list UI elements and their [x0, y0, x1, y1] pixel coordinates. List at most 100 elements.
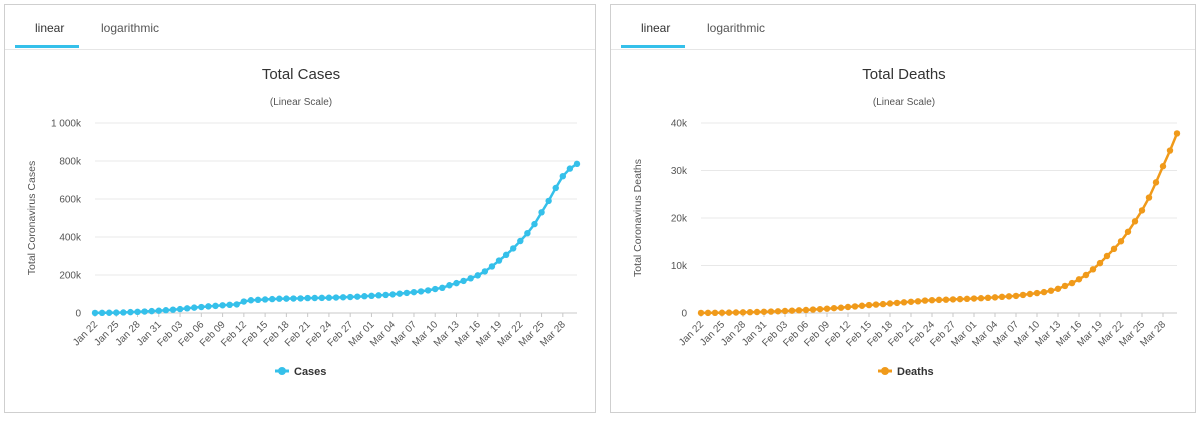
y-tick-label: 30k [671, 166, 688, 177]
legend-marker [278, 367, 286, 375]
data-point [247, 297, 255, 304]
data-point [1145, 194, 1153, 201]
data-point [1173, 130, 1181, 137]
data-point [254, 296, 262, 304]
data-point [481, 268, 489, 275]
data-point [346, 293, 354, 301]
data-point [311, 294, 318, 302]
data-point [261, 296, 269, 303]
data-point [1033, 289, 1041, 297]
data-point [538, 209, 545, 216]
data-point [956, 295, 964, 303]
data-point [1026, 290, 1034, 298]
data-point [851, 303, 859, 310]
data-point [510, 245, 517, 252]
total-deaths-chart: Total Deaths (Linear Scale) 0 10k 20k 30k 40k T… [632, 66, 1181, 378]
tab-linear[interactable]: linear [35, 21, 65, 35]
data-point [1138, 207, 1146, 214]
data-point [531, 220, 538, 228]
legend[interactable]: Cases [275, 366, 326, 378]
data-point [774, 308, 782, 315]
scale-tabs: linear logarithmic [5, 5, 595, 50]
data-point [354, 293, 361, 300]
data-point [545, 197, 552, 205]
scale-tabs: linear logarithmic [611, 5, 1195, 50]
data-point [914, 298, 922, 305]
data-point [1012, 292, 1020, 300]
data-point [162, 307, 170, 314]
y-axis-label: Total Coronavirus Cases [26, 161, 38, 275]
data-point [865, 301, 873, 309]
data-point [1005, 293, 1013, 300]
data-point [283, 295, 290, 302]
data-point [823, 305, 831, 312]
data-point [396, 290, 403, 297]
data-point [141, 308, 148, 315]
data-point [1166, 147, 1174, 154]
data-point [502, 251, 510, 259]
data-point [375, 292, 382, 299]
data-point [304, 294, 311, 302]
data-point [900, 299, 908, 306]
series-line-deaths [701, 133, 1179, 315]
tab-logarithmic[interactable]: logarithmic [101, 21, 160, 35]
data-point [439, 284, 446, 292]
data-point [573, 160, 581, 168]
data-point [942, 296, 950, 303]
data-point [816, 305, 824, 313]
data-point [488, 263, 496, 270]
data-point [127, 308, 134, 316]
total-deaths-panel: linear logarithmic Total Deaths (Linear S… [610, 4, 1196, 413]
data-point [970, 295, 978, 302]
data-point [432, 285, 439, 293]
data-point [1159, 163, 1167, 170]
data-point [212, 302, 219, 310]
data-point [389, 291, 396, 298]
data-point [361, 293, 368, 300]
data-point [134, 308, 141, 316]
data-point [1110, 245, 1118, 253]
series-line-cases [94, 162, 578, 315]
data-point [276, 295, 283, 302]
data-point [879, 300, 887, 308]
y-tick-label: 40k [671, 119, 688, 130]
data-point [697, 309, 705, 317]
data-point [1131, 218, 1139, 225]
data-point [760, 308, 768, 315]
data-point [517, 237, 524, 245]
y-tick-label: 20k [671, 214, 688, 225]
data-point [1096, 259, 1104, 267]
data-point [718, 309, 726, 316]
data-point [844, 303, 852, 311]
data-point [325, 294, 333, 301]
data-point [977, 295, 985, 302]
data-point [802, 306, 810, 314]
y-tick-label: 800k [59, 157, 82, 168]
data-point [704, 309, 712, 317]
chart-title: Total Deaths [862, 66, 945, 83]
data-point [963, 295, 971, 303]
data-point [183, 305, 191, 312]
data-point [339, 294, 347, 301]
data-point [559, 173, 567, 180]
data-point [176, 305, 184, 313]
data-point [1019, 291, 1027, 299]
data-point [767, 308, 775, 315]
data-point [998, 293, 1006, 301]
chart-subtitle: (Linear Scale) [270, 97, 332, 108]
data-point [781, 307, 789, 315]
data-point [1068, 279, 1076, 287]
data-point [795, 307, 803, 314]
legend[interactable]: Deaths [878, 366, 934, 378]
tab-logarithmic[interactable]: logarithmic [707, 21, 766, 35]
data-point [893, 299, 901, 307]
y-tick-label: 10k [671, 261, 688, 272]
data-point [297, 295, 304, 302]
data-point [984, 294, 992, 301]
tab-linear[interactable]: linear [641, 21, 671, 35]
data-point [949, 296, 957, 303]
legend-marker [881, 367, 889, 375]
data-point [1040, 288, 1048, 296]
data-point [1103, 252, 1111, 260]
data-point [1152, 179, 1160, 186]
